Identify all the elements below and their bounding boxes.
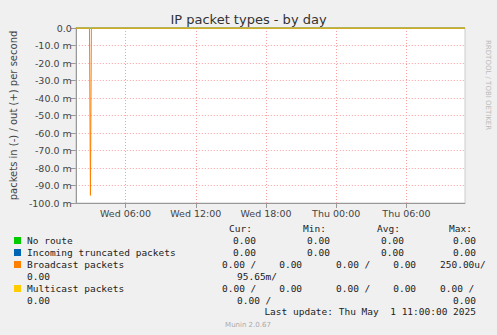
html-text:Min:: Min: — [303, 223, 326, 234]
svg-text:Thu 00:00: Thu 00:00 — [311, 208, 360, 219]
html-text:0.00 /: 0.00 / — [237, 295, 272, 306]
html-text:0.00 / 0.00: 0.00 / 0.00 — [222, 283, 303, 294]
html-text:Last update: Thu May 1 11:00:0: Last update: Thu May 1 11:00:00 2025 — [264, 306, 476, 317]
html-text:95.65m/: 95.65m/ — [237, 271, 277, 282]
svg-text:Wed 12:00: Wed 12:00 — [170, 208, 221, 219]
svg-text:Wed 06:00: Wed 06:00 — [100, 208, 151, 219]
html-text:0.00: 0.00 — [453, 295, 476, 306]
html-text:0.00: 0.00 — [233, 235, 256, 246]
svg-text:-80.0 m: -80.0 m — [35, 163, 72, 174]
html-text:0.00: 0.00 — [27, 295, 50, 306]
svg-text:-10.0 m: -10.0 m — [35, 40, 72, 51]
html-text:0.00 / 0.00: 0.00 / 0.00 — [336, 259, 417, 270]
html-text:0.00 /: 0.00 / — [440, 283, 475, 294]
svg-text:-100.0 m: -100.0 m — [29, 198, 72, 209]
svg-text:0.0: 0.0 — [57, 23, 72, 34]
svg-text:-50.0 m: -50.0 m — [35, 110, 72, 121]
html-text:No route: No route — [27, 235, 73, 246]
svg-text:-70.0 m: -70.0 m — [35, 145, 72, 156]
html-text:Incoming truncated packets: Incoming truncated packets — [27, 247, 176, 258]
html-text:0.00: 0.00 — [307, 235, 330, 246]
html-text:0.00: 0.00 — [453, 247, 476, 258]
html-text:0.00: 0.00 — [381, 247, 404, 258]
svg-text:-60.0 m: -60.0 m — [35, 128, 72, 139]
svg-text:-20.0 m: -20.0 m — [35, 58, 72, 69]
svg-text:IP packet types - by day: IP packet types - by day — [170, 12, 327, 27]
html-text:0.00: 0.00 — [381, 235, 404, 246]
html-text:Multicast packets: Multicast packets — [27, 283, 125, 294]
svg-text:-30.0 m: -30.0 m — [35, 75, 72, 86]
svg-text:-90.0 m: -90.0 m — [35, 180, 72, 191]
html-text:Broadcast packets: Broadcast packets — [27, 259, 125, 270]
html-text:0.00: 0.00 — [27, 271, 50, 282]
html-text:0.00: 0.00 — [307, 247, 330, 258]
svg-text:Wed 18:00: Wed 18:00 — [240, 208, 291, 219]
html-text:Avg:: Avg: — [377, 223, 400, 234]
svg-text:Thu 06:00: Thu 06:00 — [381, 208, 430, 219]
html-text:Cur:: Cur: — [229, 223, 252, 234]
html-text:0.00: 0.00 — [233, 247, 256, 258]
html-text:0.00 / 0.00: 0.00 / 0.00 — [222, 259, 303, 270]
svg-text:packets in (-) / out (+) per s: packets in (-) / out (+) per second — [8, 31, 19, 201]
svg-text:-40.0 m: -40.0 m — [35, 93, 72, 104]
html-text:0.00 / 0.00: 0.00 / 0.00 — [336, 283, 417, 294]
html-text:RRDTOOL / TOBI OETIKER: RRDTOOL / TOBI OETIKER — [484, 40, 492, 131]
html-text:Max:: Max: — [449, 223, 472, 234]
html-text:0.00: 0.00 — [453, 235, 476, 246]
html-text:250.00u/: 250.00u/ — [440, 259, 486, 270]
html-text:Munin 2.0.67: Munin 2.0.67 — [225, 321, 271, 329]
